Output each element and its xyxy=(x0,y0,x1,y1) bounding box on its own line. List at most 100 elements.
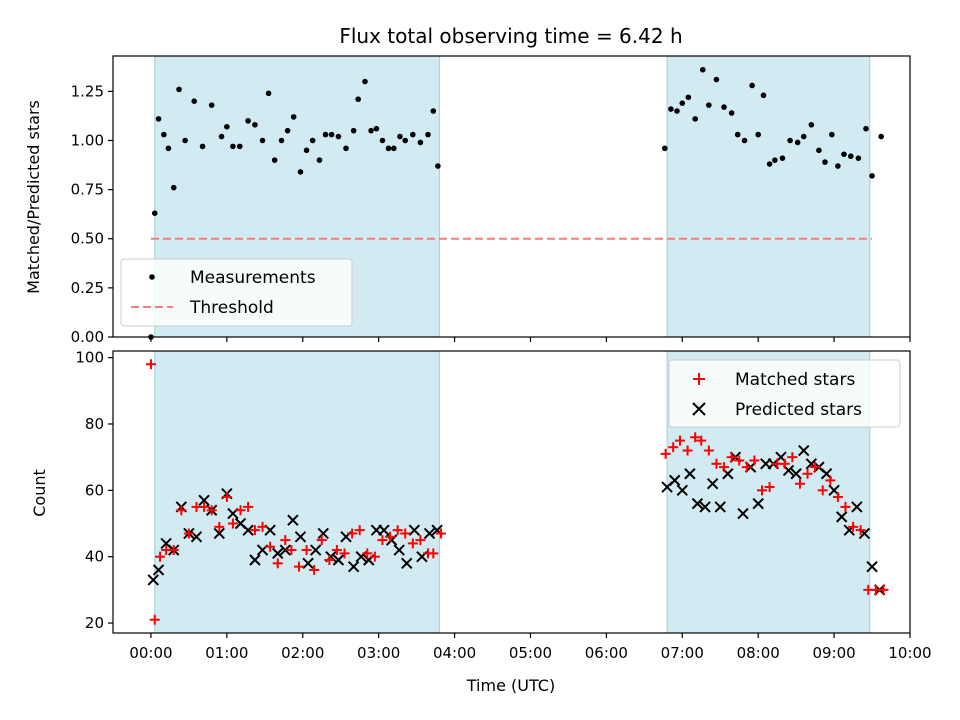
measurement-point xyxy=(760,92,767,99)
predicted-star-point xyxy=(287,514,299,526)
matched-star-point xyxy=(339,548,350,559)
measurement-point xyxy=(303,147,310,154)
bottom-x-tick-label: 02:00 xyxy=(281,644,324,662)
matched-star-point xyxy=(855,525,866,536)
matched-star-point xyxy=(711,458,722,469)
matched-star-point xyxy=(832,491,843,502)
matched-star-point xyxy=(734,455,745,466)
measurement-point xyxy=(855,155,862,161)
bottom-y-tick-label: 40 xyxy=(85,548,104,566)
measurement-point xyxy=(699,66,706,73)
measurement-point xyxy=(674,108,680,114)
bottom-x-axis-ticks: 00:00 01:00 02:00 03:00 04:00 05:00 06:00 07:00… xyxy=(129,633,932,662)
measurement-point xyxy=(252,121,258,128)
measurement-point xyxy=(794,139,801,146)
matched-star-point xyxy=(243,501,254,512)
matched-star-point xyxy=(265,541,276,552)
matched-star-point xyxy=(726,452,737,463)
bottom-panel: 20 40 60 80 100 00:00 01:00 02:00 03:00 04:00 05:… xyxy=(30,349,932,695)
matched-star-point xyxy=(675,435,686,446)
predicted-star-point xyxy=(668,474,681,487)
matched-star-point xyxy=(392,525,403,536)
measurement-point xyxy=(335,133,342,140)
measurement-point xyxy=(224,123,230,130)
matched-star-point xyxy=(354,525,365,536)
matched-star-point xyxy=(316,535,327,546)
measurement-point xyxy=(435,163,441,169)
measurement-point xyxy=(706,102,712,108)
predicted-star-point xyxy=(393,544,405,556)
matched-star-point xyxy=(149,614,160,625)
predicted-star-point xyxy=(691,497,704,510)
measurement-point xyxy=(161,131,167,138)
measurement-point xyxy=(668,106,674,112)
matched-star-point xyxy=(145,359,156,370)
predicted-star-point xyxy=(401,557,413,570)
matched-star-point xyxy=(155,551,166,562)
measurement-point xyxy=(245,118,251,124)
predicted-star-point xyxy=(249,554,261,566)
measurement-point xyxy=(779,155,786,161)
measurement-point xyxy=(847,153,854,160)
bottom-y-tick-label: 100 xyxy=(75,349,104,367)
measurement-point xyxy=(728,110,735,116)
measurement-point xyxy=(397,133,403,140)
measurement-point xyxy=(355,96,361,103)
top-x-axis-ticks xyxy=(150,337,911,342)
matched-star-point xyxy=(331,545,342,556)
bottom-legend: Matched stars Predicted stars xyxy=(668,359,901,428)
measurement-point xyxy=(800,133,807,140)
predicted-star-point xyxy=(347,560,360,573)
legend-matched-marker xyxy=(693,373,705,385)
bottom-y-axis-ticks: 20 40 60 80 100 xyxy=(75,349,113,632)
count-points xyxy=(145,359,889,625)
measurement-point xyxy=(316,157,323,163)
measurement-point xyxy=(713,76,720,83)
top-panel: 0.00 0.25 0.50 0.75 1.00 1.25 Matched/Predict… xyxy=(24,55,911,346)
bottom-observing-window xyxy=(154,350,440,634)
measurement-point xyxy=(236,143,243,150)
top-y-tick-label: 0.00 xyxy=(71,328,104,346)
predicted-star-point xyxy=(317,527,329,540)
matched-star-point xyxy=(817,485,828,496)
measurement-point xyxy=(368,127,374,134)
top-y-tick-label: 0.75 xyxy=(71,181,104,199)
measurement-point xyxy=(208,102,215,108)
matched-star-point xyxy=(682,445,693,456)
predicted-star-point xyxy=(714,501,726,513)
measurement-point xyxy=(328,131,335,138)
measurement-point xyxy=(878,133,884,140)
measurement-point xyxy=(230,143,236,150)
matched-star-point xyxy=(214,521,225,532)
measurement-point xyxy=(290,114,297,120)
measurement-point xyxy=(391,145,397,152)
x-axis-label: Time (UTC) xyxy=(466,676,555,695)
matched-star-point xyxy=(235,505,246,516)
measurement-point xyxy=(692,116,698,122)
top-observing-windows xyxy=(154,55,871,338)
bottom-y-tick-label: 80 xyxy=(85,415,104,433)
predicted-star-point xyxy=(835,511,848,523)
matched-star-point xyxy=(690,432,701,443)
matched-star-point xyxy=(840,501,851,512)
matched-star-point xyxy=(362,548,373,559)
matched-star-point xyxy=(428,548,439,559)
measurement-point xyxy=(176,86,182,93)
predicted-star-point xyxy=(198,494,210,507)
top-plot-frame xyxy=(112,55,911,338)
matched-star-point xyxy=(400,528,411,539)
matched-star-point xyxy=(848,521,859,532)
matched-star-point xyxy=(206,505,217,516)
measurement-point xyxy=(271,157,278,163)
legend-matched-label: Matched stars xyxy=(735,370,855,390)
measurement-point xyxy=(297,169,304,175)
measurement-point xyxy=(362,78,368,85)
matched-star-point xyxy=(660,448,671,459)
predicted-star-point xyxy=(279,544,292,556)
measurement-point xyxy=(191,98,198,104)
matched-star-point xyxy=(227,518,238,529)
matched-star-point xyxy=(221,491,232,502)
matched-star-point xyxy=(347,528,358,539)
top-y-tick-label: 0.25 xyxy=(71,279,104,297)
measurement-point xyxy=(417,139,424,146)
